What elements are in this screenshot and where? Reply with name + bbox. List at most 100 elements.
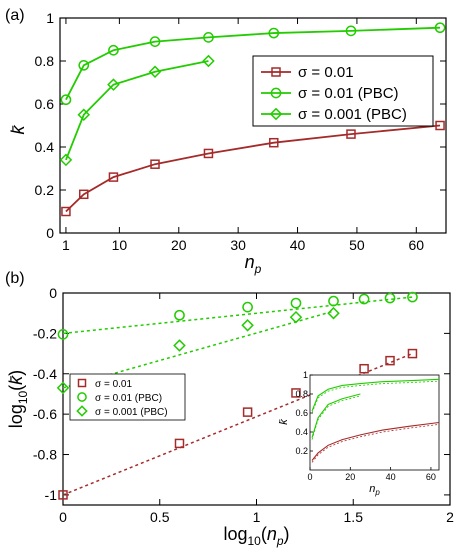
legend: σ = 0.01 σ = 0.01 (PBC) σ = 0.001 (PBC) — [252, 55, 434, 127]
x-tick-label: 0.5 — [150, 509, 170, 525]
inset-x-tick-label: 60 — [426, 472, 436, 482]
series-line — [65, 124, 441, 213]
data-point — [149, 36, 161, 48]
inset-series-line — [311, 421, 440, 461]
y-tick-label: -0.4 — [33, 366, 57, 382]
inset-x-axis-label-main: n — [369, 483, 375, 495]
data-point — [327, 306, 340, 320]
legend-marker — [270, 87, 282, 99]
inset-y-tick-label: 0.4 — [295, 427, 308, 437]
legend-marker — [76, 405, 88, 417]
data-point — [291, 388, 301, 398]
inset-y-tick-label: 0.6 — [295, 408, 308, 418]
data-point — [268, 27, 280, 39]
inset-x-tick-label: 40 — [386, 472, 396, 482]
y-axis-label-part: ) — [6, 370, 26, 376]
series-line — [65, 26, 441, 101]
data-point — [57, 329, 69, 340]
x-axis-label-part: log — [223, 524, 247, 544]
inset-series-line — [311, 378, 440, 412]
data-point — [108, 44, 119, 56]
fit-line — [62, 296, 413, 335]
data-point — [78, 59, 90, 71]
inset-chart: 0 20 40 60 0.2 0.4 0.6 0.8 1 np k̄ — [278, 370, 440, 497]
legend-marker — [77, 378, 87, 388]
inset-x-axis-label: np — [369, 483, 380, 497]
x-axis-label-part: 10 — [247, 534, 261, 548]
data-point — [77, 108, 91, 122]
y-tick-label: 0.8 — [35, 53, 55, 69]
x-axis-label-sub: p — [254, 262, 262, 276]
series-2 — [59, 54, 215, 167]
x-axis-label: np — [245, 252, 262, 276]
data-point — [61, 206, 71, 217]
y-tick-label: -0.8 — [33, 447, 57, 463]
data-point — [59, 153, 73, 167]
data-point — [435, 120, 445, 131]
data-point — [203, 148, 214, 159]
inset-series-fit — [311, 424, 440, 463]
panel-label: (b) — [5, 270, 25, 287]
legend-label: σ = 0.01 (PBC) — [298, 85, 399, 102]
inset-series-fit — [311, 395, 361, 440]
x-axis-label-part: ) — [284, 524, 290, 544]
x-tick-label: 1 — [62, 237, 70, 253]
panel-a: 1 10 20 30 40 50 60 0 0.2 0.4 0.6 0.8 1 (a) np k̄ σ = 0.… — [5, 7, 447, 276]
x-tick-label: 0 — [59, 509, 67, 525]
x-axis-label-part: n — [267, 524, 277, 544]
inset-series-line — [311, 393, 361, 438]
y-axis-label-part: log — [6, 404, 26, 428]
x-axis-label-part: p — [276, 534, 284, 548]
y-axis-label: k̄ — [8, 125, 28, 135]
x-axis-label-main: n — [245, 252, 255, 272]
y-tick-label: -0.2 — [33, 325, 57, 341]
data-point — [79, 189, 89, 200]
data-point — [328, 295, 339, 307]
series-line — [65, 60, 209, 161]
data-point — [108, 172, 119, 182]
data-point — [56, 381, 70, 395]
legend-label: σ = 0.01 — [95, 379, 132, 390]
inset-y-tick-label: 0.2 — [295, 446, 308, 456]
inset-x-axis-label-sub: p — [374, 488, 380, 497]
y-tick-label: 0 — [49, 285, 57, 301]
legend-marker — [269, 107, 283, 121]
legend: σ = 0.01 σ = 0.01 (PBC) σ = 0.001 (PBC) — [69, 373, 186, 421]
y-tick-label: -0.6 — [33, 406, 57, 422]
data-point — [346, 129, 356, 139]
y-axis-label-part: k̄ — [6, 375, 26, 385]
inset-x-tick-label: 20 — [345, 472, 355, 482]
data-point — [407, 348, 418, 359]
data-point — [290, 297, 302, 309]
data-point — [269, 137, 279, 148]
data-point — [241, 319, 254, 332]
inset-y-tick-label: 0.8 — [295, 389, 308, 399]
x-tick-label: 50 — [349, 237, 365, 253]
data-point — [358, 293, 370, 305]
legend-label: σ = 0.01 — [298, 64, 354, 81]
x-tick-label: 2 — [446, 509, 454, 525]
series-0 — [61, 120, 445, 217]
x-tick-label: 10 — [112, 237, 128, 253]
x-tick-label: 1 — [253, 509, 261, 525]
y-tick-label: 1 — [46, 10, 54, 26]
data-point — [385, 355, 395, 366]
data-point — [202, 54, 215, 68]
series-1 — [60, 22, 446, 106]
series-1 — [57, 291, 418, 340]
data-point — [242, 407, 253, 417]
x-tick-label: 40 — [290, 237, 306, 253]
y-tick-label: 0 — [46, 225, 54, 241]
inset-series-fit — [311, 380, 440, 414]
legend-marker — [77, 392, 87, 402]
fit-line — [62, 310, 334, 389]
data-point — [173, 339, 186, 352]
x-axis-label: log10(np) — [223, 524, 289, 548]
y-axis-label-part: ( — [6, 385, 26, 391]
data-point — [150, 159, 160, 169]
legend-marker — [271, 67, 281, 77]
data-point — [174, 438, 185, 449]
series-2 — [56, 306, 340, 395]
inset-y-tick-label: 1 — [303, 370, 308, 380]
x-tick-label: 20 — [171, 237, 187, 253]
